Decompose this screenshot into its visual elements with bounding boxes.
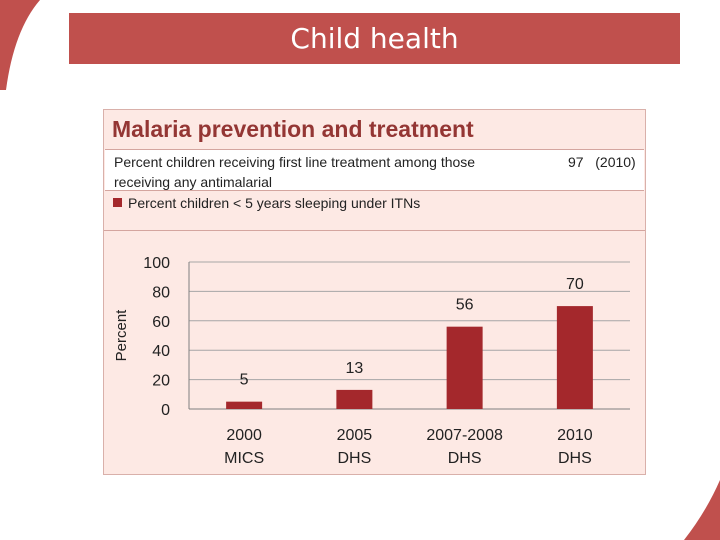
y-tick-label-100: 100 [143,255,170,272]
legend-swatch [113,198,122,207]
bar-3 [556,306,593,409]
y-axis-label: Percent [113,309,130,362]
y-tick-label-80: 80 [152,284,170,301]
x-tick-label-2-line2: DHS [448,450,482,467]
slide-title: Child health [69,13,680,64]
treatment-row: Percent children receiving first line tr… [105,149,644,191]
bar-1 [336,389,373,409]
chart-legend: Percent children < 5 years sleeping unde… [113,195,420,211]
panel-divider [104,230,645,231]
legend-label: Percent children < 5 years sleeping unde… [128,195,421,211]
bar-0 [226,401,263,409]
y-tick-label-40: 40 [152,343,170,360]
treatment-percent: 97 [568,154,584,170]
malaria-panel: Malaria prevention and treatment Percent… [103,109,646,475]
x-tick-label-3-line1: 2010 [557,427,593,444]
x-tick-label-2-line1: 2007-2008 [426,427,503,444]
data-label-1: 13 [345,360,363,377]
top-left-swoosh [0,0,40,90]
data-label-2: 56 [456,297,474,314]
treatment-label: Percent children receiving first line tr… [114,154,476,190]
x-tick-label-0-line1: 2000 [226,427,262,444]
y-tick-label-60: 60 [152,314,170,331]
x-tick-label-3-line2: DHS [558,450,592,467]
x-tick-label-0-line2: MICS [224,450,264,467]
treatment-year: (2010) [595,154,636,170]
x-tick-label-1-line2: DHS [337,450,371,467]
panel-title: Malaria prevention and treatment [112,116,474,142]
x-tick-label-1-line1: 2005 [337,427,373,444]
treatment-value: 97 (2010) [568,152,636,172]
bar-2 [446,326,483,409]
y-tick-label-20: 20 [152,373,170,390]
data-label-3: 70 [566,276,584,293]
data-label-0: 5 [240,372,249,389]
bottom-right-swoosh [684,480,720,540]
itn-bar-chart: 0 20 40 60 80 100 Percent 5 2000 MICS 13 2005 DHS 56 2… [113,255,630,467]
y-tick-label-0: 0 [161,402,170,419]
